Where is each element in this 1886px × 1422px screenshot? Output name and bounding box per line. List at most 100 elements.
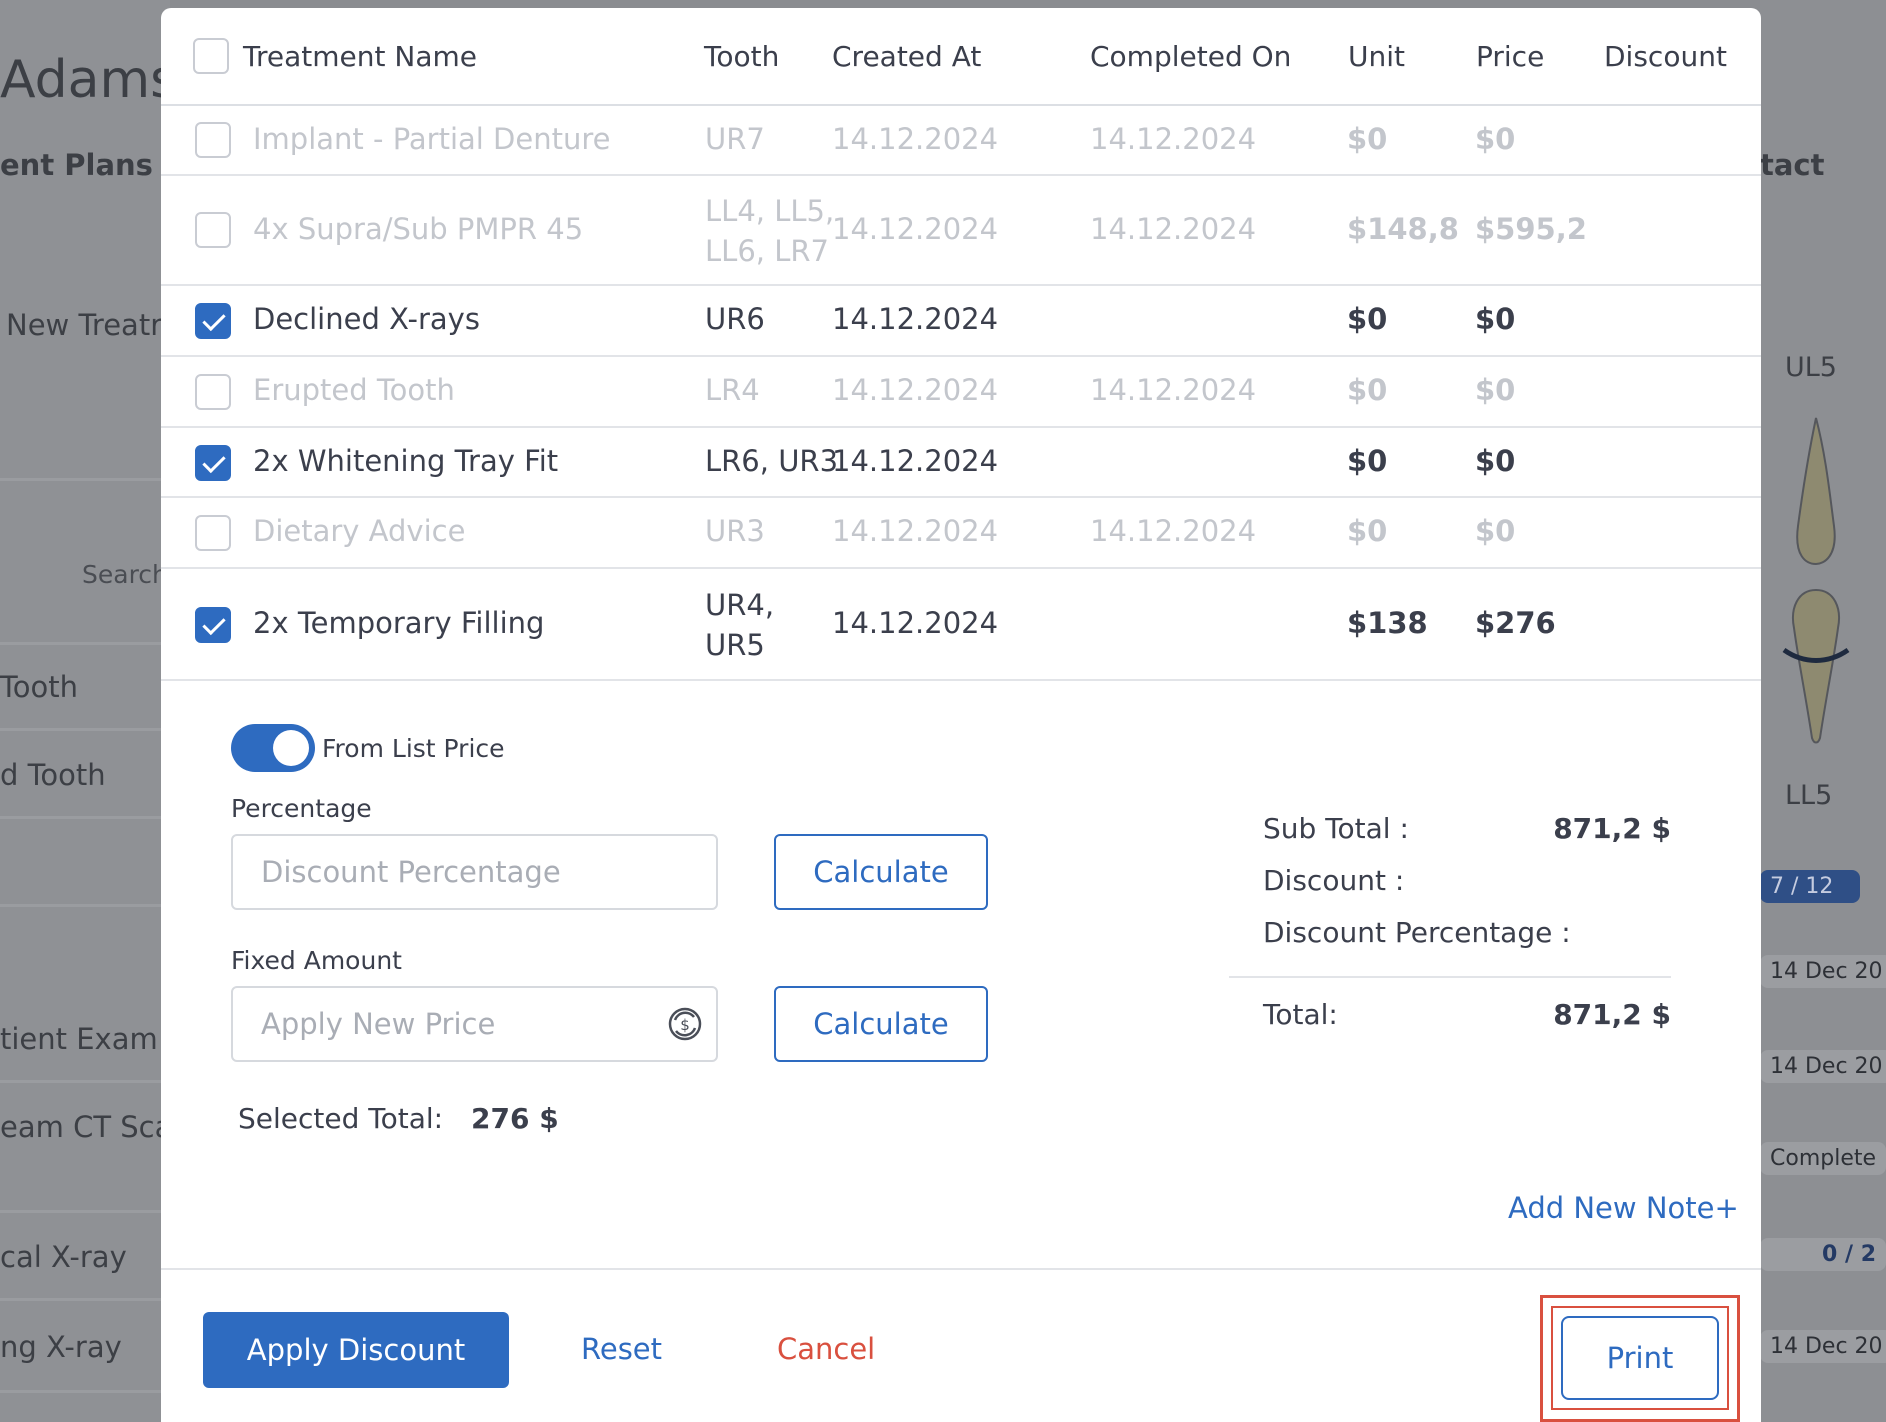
subtotal-label: Sub Total : <box>1263 812 1409 845</box>
tab-contact[interactable]: tact <box>1760 148 1825 182</box>
from-list-price-toggle[interactable] <box>231 724 315 772</box>
tooth-cell: UR4, UR5 <box>705 588 775 662</box>
search-input[interactable]: Search <box>82 560 168 589</box>
calculate-percentage-button[interactable]: Calculate <box>774 834 988 910</box>
column-header-discount[interactable]: Discount <box>1604 40 1727 73</box>
status-badge: Complete <box>1760 1142 1886 1175</box>
created-cell: 14.12.2024 <box>832 212 999 246</box>
print-highlight-outer: Print <box>1540 1295 1740 1422</box>
treatment-name: 4x Supra/Sub PMPR 45 <box>253 212 584 246</box>
treatment-name: 2x Whitening Tray Fit <box>253 444 559 478</box>
add-new-note-link[interactable]: Add New Note+ <box>1508 1191 1739 1225</box>
price-cell: $0 <box>1475 373 1516 407</box>
date-badge: 14 Dec 20 <box>1760 1330 1886 1363</box>
print-button[interactable]: Print <box>1561 1316 1719 1400</box>
list-item[interactable]: Tooth <box>0 670 79 704</box>
row-checkbox[interactable] <box>195 445 231 481</box>
price-cell: $0 <box>1475 514 1516 548</box>
total-value: 871,2 $ <box>1553 998 1671 1031</box>
tab-treatment-plans[interactable]: ent Plans <box>0 148 153 182</box>
list-item[interactable]: eam CT Sca <box>0 1110 173 1144</box>
column-header-tooth[interactable]: Tooth <box>704 40 780 73</box>
select-all-checkbox[interactable] <box>193 38 229 74</box>
price-cell: $0 <box>1475 444 1516 478</box>
table-row[interactable]: 4x Supra/Sub PMPR 45 LL4, LL5, LL6, LR7 … <box>161 176 1761 286</box>
tooth-cell: UR6 <box>705 302 765 336</box>
tooth-cell: LL4, LL5, LL6, LR7 <box>705 194 835 268</box>
apply-discount-button[interactable]: Apply Discount <box>203 1312 509 1388</box>
discount-label: Discount : <box>1263 864 1405 897</box>
selected-total-value: 276 $ <box>471 1102 559 1135</box>
column-header-unit[interactable]: Unit <box>1348 40 1405 73</box>
percentage-label: Percentage <box>231 794 372 823</box>
row-checkbox[interactable] <box>195 303 231 339</box>
treatment-name: Erupted Tooth <box>253 373 455 407</box>
unit-cell: $148,8 <box>1347 212 1459 246</box>
column-header-name[interactable]: Treatment Name <box>243 40 477 73</box>
calculate-fixed-button[interactable]: Calculate <box>774 986 988 1062</box>
tooth-label-upper: UL5 <box>1785 352 1837 383</box>
list-item[interactable]: ng X-ray <box>0 1330 122 1364</box>
table-row[interactable]: 2x Temporary Filling UR4, UR5 14.12.2024… <box>161 569 1761 681</box>
discount-percentage-input[interactable]: Discount Percentage <box>231 834 718 910</box>
apply-new-price-input[interactable]: Apply New Price <box>231 986 718 1062</box>
print-highlight-inner: Print <box>1551 1306 1729 1410</box>
tooth-cell: LR6, UR3 <box>705 444 839 478</box>
unit-cell: $0 <box>1347 373 1388 407</box>
table-header: Treatment Name Tooth Created At Complete… <box>161 8 1761 106</box>
tooth-upper-icon <box>1796 417 1836 566</box>
cancel-button[interactable]: Cancel <box>777 1332 876 1366</box>
row-checkbox[interactable] <box>195 212 231 248</box>
new-treatment-button[interactable]: New Treatr <box>6 308 163 342</box>
price-cell: $0 <box>1475 122 1516 156</box>
price-cell: $276 <box>1475 606 1556 640</box>
table-row[interactable]: Erupted Tooth LR4 14.12.2024 14.12.2024 … <box>161 357 1761 428</box>
discount-modal: Treatment Name Tooth Created At Complete… <box>161 8 1761 1422</box>
tooth-label-lower: LL5 <box>1785 780 1833 811</box>
completed-cell: 14.12.2024 <box>1090 212 1257 246</box>
background-left-panel: Adams ent Plans New Treatr Search Tooth … <box>0 0 177 1422</box>
list-item[interactable]: d Tooth <box>0 758 106 792</box>
tooth-lower-icon <box>1782 588 1850 744</box>
svg-text:$: $ <box>680 1016 690 1034</box>
table-row[interactable]: 2x Whitening Tray Fit LR6, UR3 14.12.202… <box>161 428 1761 498</box>
unit-cell: $0 <box>1347 444 1388 478</box>
discount-percentage-label: Discount Percentage : <box>1263 916 1571 949</box>
fixed-amount-label: Fixed Amount <box>231 946 402 975</box>
column-header-price[interactable]: Price <box>1476 40 1545 73</box>
background-right-panel: tact UL5 LL5 7 / 12 14 Dec 20 14 Dec 20 … <box>1760 0 1886 1422</box>
date-badge: 14 Dec 20 <box>1760 1050 1886 1083</box>
list-item[interactable]: tient Exam <box>0 1022 158 1056</box>
subtotal-value: 871,2 $ <box>1553 812 1671 845</box>
reset-button[interactable]: Reset <box>581 1332 663 1366</box>
table-row[interactable]: Declined X-rays UR6 14.12.2024 $0 $0 <box>161 286 1761 357</box>
row-checkbox[interactable] <box>195 607 231 643</box>
price-cell: $0 <box>1475 302 1516 336</box>
from-list-price-label: From List Price <box>322 734 505 763</box>
row-checkbox[interactable] <box>195 374 231 410</box>
unit-cell: $138 <box>1347 606 1428 640</box>
table-row[interactable]: Dietary Advice UR3 14.12.2024 14.12.2024… <box>161 498 1761 569</box>
table-row[interactable]: Implant - Partial Denture UR7 14.12.2024… <box>161 106 1761 176</box>
unit-cell: $0 <box>1347 514 1388 548</box>
created-cell: 14.12.2024 <box>832 302 999 336</box>
row-checkbox[interactable] <box>195 122 231 158</box>
created-cell: 14.12.2024 <box>832 514 999 548</box>
list-item[interactable]: cal X-ray <box>0 1240 127 1274</box>
completed-cell: 14.12.2024 <box>1090 122 1257 156</box>
column-header-created[interactable]: Created At <box>832 40 982 73</box>
summary-divider <box>1229 976 1671 978</box>
unit-cell: $0 <box>1347 302 1388 336</box>
treatment-name: Dietary Advice <box>253 514 466 548</box>
created-cell: 14.12.2024 <box>832 373 999 407</box>
created-cell: 14.12.2024 <box>832 122 999 156</box>
currency-sync-icon[interactable]: $ <box>666 1005 704 1043</box>
row-checkbox[interactable] <box>195 515 231 551</box>
treatment-name: 2x Temporary Filling <box>253 606 545 640</box>
tooth-cell: LR4 <box>705 373 760 407</box>
patient-name: Adams <box>0 50 178 110</box>
treatment-name: Implant - Partial Denture <box>253 122 611 156</box>
column-header-completed[interactable]: Completed On <box>1090 40 1292 73</box>
count-badge: 0 / 2 <box>1760 1238 1886 1271</box>
toggle-knob <box>273 730 309 766</box>
